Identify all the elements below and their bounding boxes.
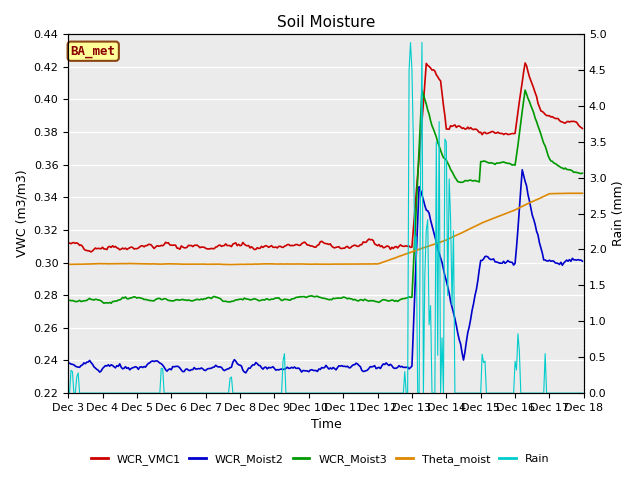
Text: BA_met: BA_met <box>71 45 116 58</box>
Y-axis label: Rain (mm): Rain (mm) <box>612 181 625 246</box>
X-axis label: Time: Time <box>310 419 341 432</box>
Title: Soil Moisture: Soil Moisture <box>277 15 375 30</box>
Legend: WCR_VMC1, WCR_Moist2, WCR_Moist3, Theta_moist, Rain: WCR_VMC1, WCR_Moist2, WCR_Moist3, Theta_… <box>86 450 554 469</box>
Y-axis label: VWC (m3/m3): VWC (m3/m3) <box>15 170 28 257</box>
